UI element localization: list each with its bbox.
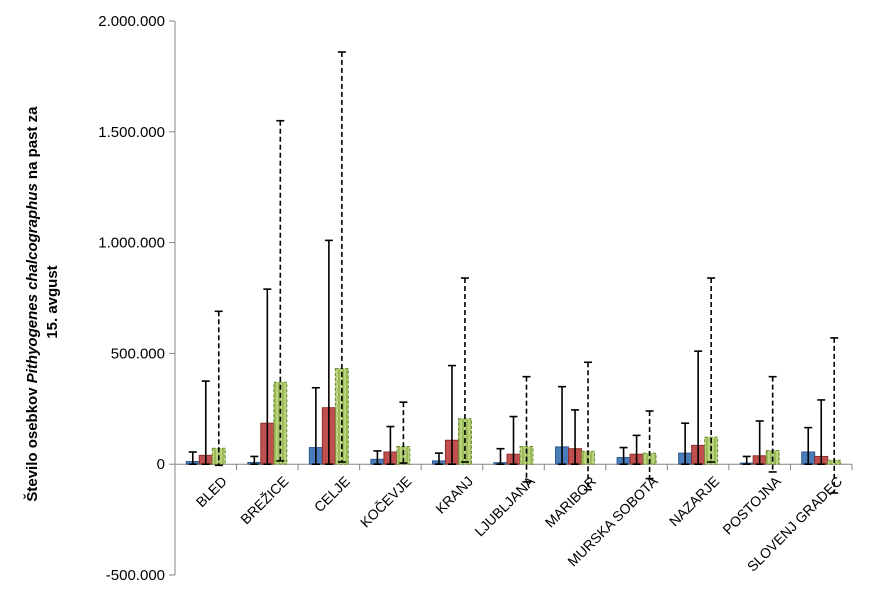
y-tick-label: -500.000	[106, 567, 165, 584]
y-axis-title: Število osebkov Pithyogenes chalcographu…	[23, 102, 61, 501]
y-tick-label: 1.500.000	[98, 124, 165, 141]
category-label: CELJE	[311, 473, 353, 515]
category-label: MARIBOR	[542, 473, 600, 531]
axes-layer	[169, 20, 853, 576]
y-tick-label: 1.000.000	[98, 235, 165, 252]
category-label: BREŽICE	[237, 473, 291, 527]
y-tick-label: 0	[157, 456, 165, 473]
category-label: NAZARJE	[666, 473, 722, 529]
error-bars-layer	[188, 51, 839, 494]
bar	[273, 381, 288, 465]
category-label: LJUBLJANA	[471, 473, 538, 540]
category-label: BLED	[193, 473, 230, 510]
y-tick-label: 500.000	[111, 345, 165, 362]
labels-layer: -500.000 0 500.000 1.000.000 1.500.000 2.000.…	[98, 13, 845, 584]
category-label: KOČEVJE	[357, 473, 415, 531]
bar	[519, 445, 534, 465]
category-label: POSTOJNA	[719, 473, 784, 538]
category-label: KRANJ	[432, 473, 476, 517]
y-tick-label: 2.000.000	[98, 13, 165, 30]
